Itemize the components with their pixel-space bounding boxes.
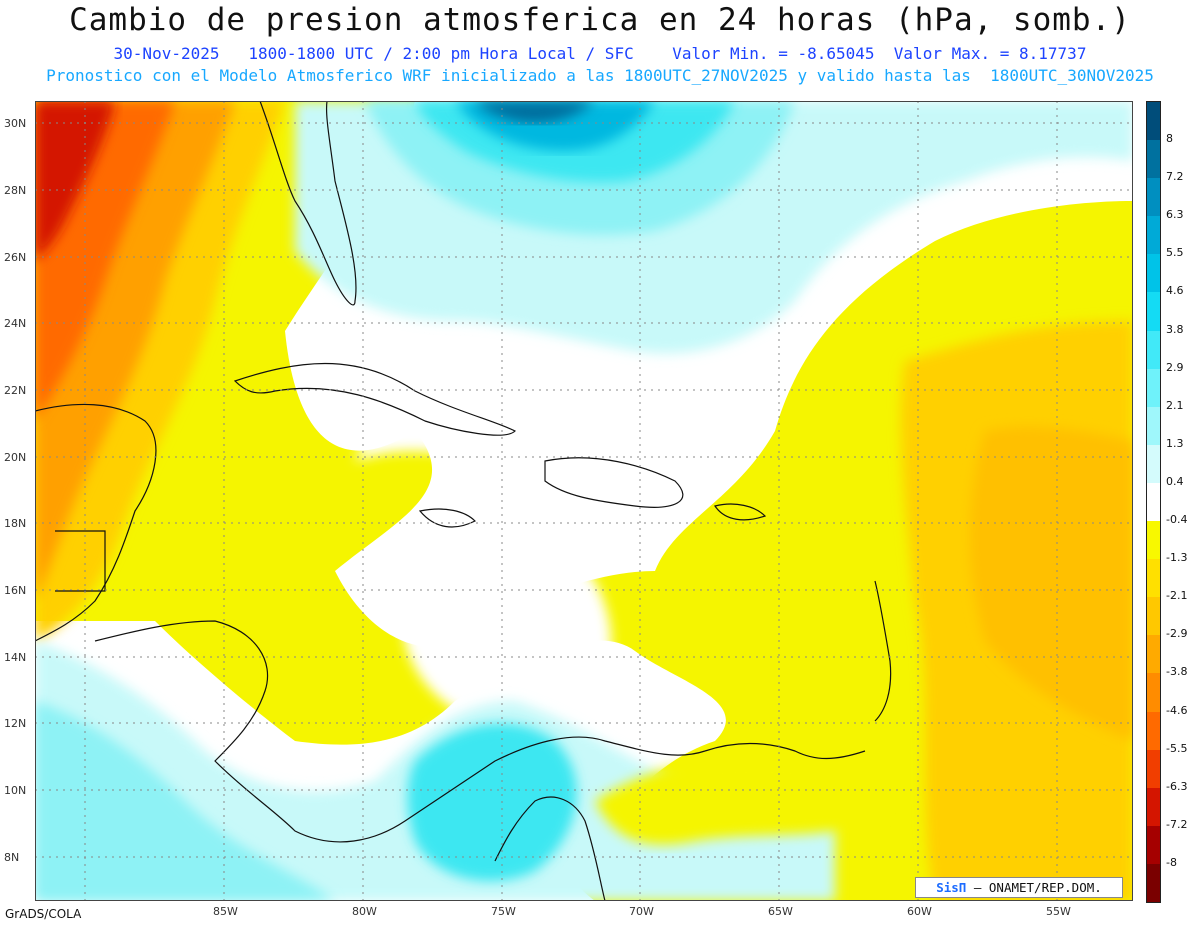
- colorbar-swatch: [1147, 368, 1160, 408]
- white-patch-center: [401, 519, 612, 726]
- cyan-north-core: [475, 101, 595, 123]
- credit-text: ONAMET/REP.DOM.: [981, 880, 1102, 895]
- colorbar-label: -0.4: [1166, 513, 1188, 527]
- colorbar-label: 1.3: [1166, 436, 1184, 450]
- lat-label: 20N: [4, 451, 27, 464]
- colorbar-swatch: [1147, 292, 1160, 332]
- colorbar-swatch: [1147, 787, 1160, 827]
- colorbar-label: -6.3: [1166, 779, 1188, 793]
- lat-label: 28N: [4, 184, 27, 197]
- colorbar-label: 4.6: [1166, 284, 1184, 298]
- colorbar-swatch: [1147, 825, 1160, 865]
- colorbar-label: 8: [1166, 132, 1173, 146]
- colorbar-label: 0.4: [1166, 474, 1184, 488]
- lon-label: 70W: [629, 905, 654, 918]
- pressure-change-map: [35, 101, 1133, 901]
- lat-label: 26N: [4, 251, 27, 264]
- colorbar-label: 6.3: [1166, 208, 1184, 222]
- yellow-region: [35, 101, 1133, 901]
- colorbar-label: 7.2: [1166, 170, 1184, 184]
- colorbar-label: -1.3: [1166, 551, 1188, 565]
- white-patch: [355, 314, 659, 466]
- colorbar-label: 2.9: [1166, 360, 1184, 374]
- deep-red-west: [35, 101, 115, 261]
- colorbar-label: 5.5: [1166, 246, 1184, 260]
- lat-label: 8N: [4, 851, 20, 864]
- colorbar-label: -5.5: [1166, 741, 1188, 755]
- sispi-logo: SisΠ: [936, 880, 967, 895]
- lon-label: 65W: [768, 905, 793, 918]
- colorbar-label: -4.6: [1166, 703, 1188, 717]
- colorbar-swatch: [1147, 140, 1160, 179]
- colorbar: [1146, 101, 1161, 903]
- colorbar-swatch: [1147, 482, 1160, 522]
- model-info: Pronostico con el Modelo Atmosferico WRF…: [46, 66, 1154, 85]
- colorbar-swatch: [1147, 597, 1160, 636]
- colorbar-swatch: [1147, 635, 1160, 674]
- credit-box: SisΠ – ONAMET/REP.DOM.: [915, 877, 1123, 898]
- colorbar-label: -2.1: [1166, 589, 1188, 603]
- lat-label: 24N: [4, 317, 27, 330]
- coastlines: [35, 101, 892, 901]
- colorbar-label: -2.9: [1166, 627, 1188, 641]
- colorbar-swatch: [1147, 178, 1160, 217]
- lon-label: 85W: [213, 905, 238, 918]
- lat-label: 16N: [4, 584, 27, 597]
- lat-label: 10N: [4, 784, 27, 797]
- lat-label: 30N: [4, 117, 27, 130]
- colorbar-swatch: [1147, 863, 1160, 903]
- lon-label: 80W: [352, 905, 377, 918]
- grads-credit: GrADS/COLA: [5, 907, 82, 921]
- map-frame: [35, 101, 1133, 901]
- colorbar-label: -8: [1166, 855, 1177, 869]
- lat-label: 22N: [4, 384, 27, 397]
- orange-east-core: [970, 426, 1133, 741]
- colorbar-label: 3.8: [1166, 322, 1184, 336]
- colorbar-swatch: [1147, 102, 1160, 141]
- colorbar-swatch: [1147, 406, 1160, 446]
- cyan-south-west: [35, 701, 335, 901]
- colorbar-swatch: [1147, 521, 1160, 560]
- lat-label: 18N: [4, 517, 27, 530]
- colorbar-swatch: [1147, 749, 1160, 789]
- colorbar-swatch: [1147, 444, 1160, 484]
- lon-label: 75W: [491, 905, 516, 918]
- colorbar-swatch: [1147, 559, 1160, 598]
- colorbar-label: -3.8: [1166, 665, 1188, 679]
- colorbar-swatch: [1147, 216, 1160, 255]
- colorbar-swatch: [1147, 254, 1160, 293]
- lon-label: 60W: [907, 905, 932, 918]
- yellow-south-band: [595, 757, 883, 845]
- colorbar-swatch: [1147, 330, 1160, 370]
- colorbar-swatch: [1147, 711, 1160, 751]
- colorbar-label: -7.2: [1166, 817, 1188, 831]
- cyan-south-core: [407, 723, 577, 881]
- pressure-field: [35, 101, 1133, 901]
- graticule: [35, 101, 1133, 901]
- map-subtitle: 30-Nov-2025 1800-1800 UTC / 2:00 pm Hora…: [113, 44, 1087, 63]
- map-title: Cambio de presion atmosferica en 24 hora…: [69, 2, 1131, 38]
- colorbar-label: 2.1: [1166, 398, 1184, 412]
- lon-label: 55W: [1046, 905, 1071, 918]
- lat-label: 14N: [4, 651, 27, 664]
- colorbar-swatch: [1147, 673, 1160, 713]
- lat-label: 12N: [4, 717, 27, 730]
